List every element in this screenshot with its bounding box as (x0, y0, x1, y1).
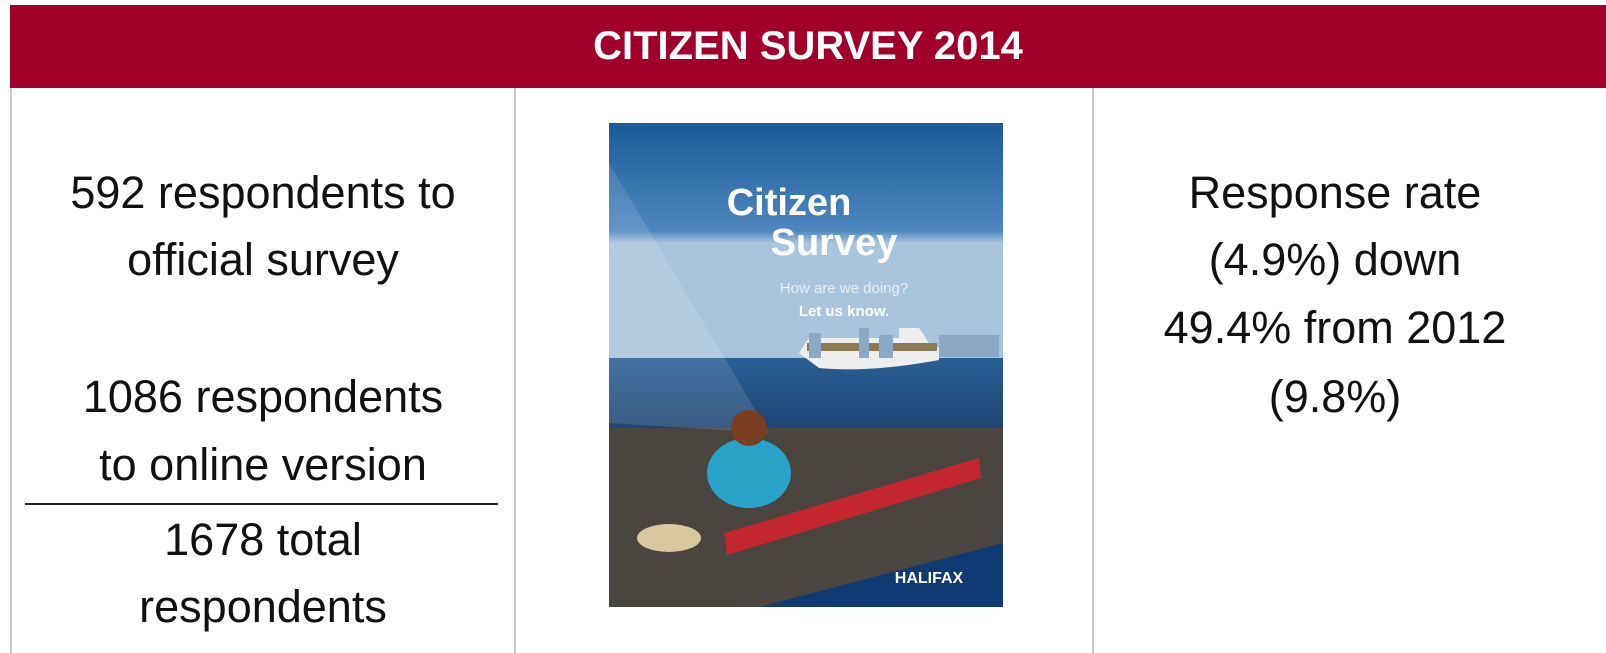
header-title: CITIZEN SURVEY 2014 (10, 5, 1606, 88)
sky (609, 123, 1003, 363)
text-line: 1678 total (164, 514, 362, 565)
border (1092, 88, 1094, 653)
dog (637, 524, 701, 552)
bench (724, 458, 981, 555)
text-line: to online version (99, 439, 427, 490)
text-line: 49.4% from 2012 (1163, 302, 1507, 353)
skyline (809, 328, 999, 358)
ferry-deck (807, 343, 937, 351)
poster-call: Let us know. (799, 303, 889, 320)
text-line: (4.9%) down (1208, 234, 1462, 285)
poster: Citizen Survey How are we doing? Let us … (609, 123, 1003, 607)
sum-rule (25, 503, 498, 505)
text-line: respondents (139, 581, 387, 632)
left-column: 592 respondents to official survey 1086 … (12, 88, 514, 653)
poster-tagline: How are we doing? (780, 280, 908, 297)
footer-band (759, 543, 1003, 607)
text-line: 1086 respondents (82, 371, 444, 422)
light-beam (609, 163, 769, 433)
text-line: Response rate (1188, 167, 1482, 218)
poster-title: Survey (771, 222, 898, 264)
border (10, 88, 12, 653)
text-line: (9.8%) (1268, 371, 1402, 422)
text-line: official survey (127, 234, 399, 285)
person (707, 438, 791, 508)
right-column: Response rate (4.9%) down 49.4% from 201… (1094, 88, 1576, 653)
water (609, 358, 1003, 433)
poster-logo: HALIFAX (895, 570, 964, 587)
person-head (731, 410, 767, 446)
poster-title: Citizen (727, 182, 852, 224)
border (514, 88, 516, 653)
text-line: 592 respondents to (70, 167, 456, 218)
